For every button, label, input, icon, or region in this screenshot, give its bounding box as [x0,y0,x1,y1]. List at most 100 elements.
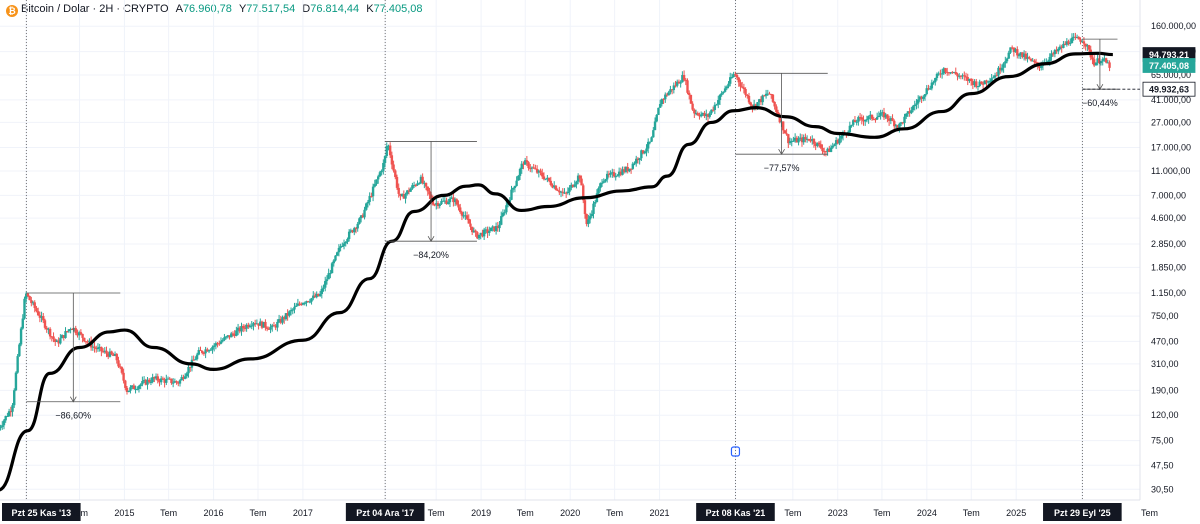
candle-body [501,212,505,217]
candle-body [1026,57,1029,59]
time-tick-label: Tem [517,508,534,518]
time-tick-label: 2017 [293,508,313,518]
candle-body [1108,62,1111,68]
price-tick-label: 47,50 [1151,460,1174,470]
candle-body [165,379,168,383]
candle-body [448,198,452,203]
time-tick-label: Tem [873,508,890,518]
crosshair-marker-icon[interactable] [730,446,741,457]
candle-body [452,197,455,203]
candle-body [43,320,47,328]
candle-body [11,405,14,412]
candle-body [894,125,898,127]
candle-body [125,387,129,392]
candle-body [547,177,551,181]
candle-body [335,252,339,256]
price-axis[interactable]: 160.000,00100.000,0065.000,0041.000,0027… [1139,0,1200,524]
candle-body [496,226,500,229]
time-highlight-label: Pzt 25 Kas '13 [11,508,71,518]
candle-body [230,333,233,338]
candle-body [884,114,887,118]
candle-body [793,137,797,141]
candle-body [377,176,380,180]
candle-body [1063,43,1067,45]
candle-body [194,359,197,361]
time-tick-label: 2024 [917,508,937,518]
candle-body [590,213,594,217]
open-key: A [175,3,183,15]
candle-body [1033,60,1036,63]
candle-body [983,80,987,85]
candle-body [310,298,313,302]
candle-body [807,138,811,141]
candle-body [696,113,699,115]
candle-body [723,88,727,92]
candle-body [711,109,715,111]
candle-body [6,416,9,418]
candle-body [718,94,722,101]
candle-body [916,99,920,104]
candle-body [599,183,602,189]
candle-body [592,203,595,214]
price-tick-label: 4.600,00 [1151,213,1186,223]
candle-body [477,234,481,239]
candle-body [973,81,976,86]
candle-body [177,382,180,384]
candle-body [1072,36,1075,38]
candle-body [600,182,604,184]
candle-body [971,81,975,86]
candle-body [71,329,74,331]
candle-body [578,175,582,179]
candle-body [800,137,804,143]
candle-body [688,92,691,95]
candle-body [132,385,136,390]
candle-body [9,411,13,413]
candle-body [288,311,291,316]
candle-body [988,81,992,83]
candle-body [479,232,482,235]
candle-body [55,340,59,342]
close-value: 77.405,08 [373,3,423,15]
candle-body [725,86,728,89]
drawdown-arrow [427,235,435,242]
candle-body [204,349,207,354]
candle-body [146,379,149,385]
candle-body [563,192,566,194]
candle-body [1103,58,1106,60]
candle-body [713,104,717,110]
candle-body [641,150,645,154]
candle-body [853,120,857,123]
candle-body [1014,49,1017,53]
candle-body [1060,46,1063,48]
candle-body [31,302,35,304]
candle-body [1040,65,1043,68]
candle-body [2,420,6,426]
candle-body [505,205,508,213]
candle-body [740,86,744,88]
candle-body [489,227,493,232]
candle-body [180,377,183,381]
candle-body [720,93,723,95]
candle-body [250,325,253,327]
candle-body [1104,58,1108,63]
candle-body [117,360,120,367]
candle-body [195,354,199,360]
candle-body [296,303,300,306]
time-axis[interactable]: Pzt 25 Kas '13 Tem 2015 Tem 2016 Tem 2017 Pzt 0… [0,446,1200,524]
candle-body [981,83,985,85]
candle-body [920,96,923,99]
candle-body [674,85,677,87]
candle-body [682,75,686,80]
candle-body [1007,52,1010,59]
candle-body [33,302,36,309]
candle-body [987,81,990,83]
candle-body [202,352,206,354]
candle-body [698,114,701,117]
price-tick-label: 310,00 [1151,359,1179,369]
symbol-label[interactable]: Bitcoin / Dolar · 2H · CRYPTO [21,3,169,15]
candle-body [294,305,298,307]
candle-body [717,100,720,105]
candle-body [582,185,585,201]
candle-body [834,140,838,145]
